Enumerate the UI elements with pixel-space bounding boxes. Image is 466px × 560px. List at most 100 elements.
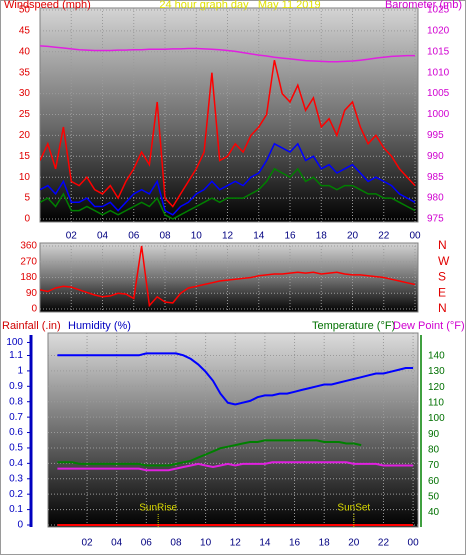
x-tick-label: 18: [319, 538, 331, 549]
y-tick-label: 0.5: [9, 443, 23, 454]
annotation: SunSet: [337, 503, 370, 514]
y-tick-label: 0.7: [9, 412, 23, 423]
climate-panel: [47, 332, 419, 528]
y2-tick-label: 50: [428, 491, 440, 502]
x-tick-label: 14: [259, 538, 271, 549]
y-tick-label: 45: [19, 26, 31, 37]
y-tick-label: 90: [26, 288, 38, 299]
compass-label: S: [438, 270, 446, 284]
y2-tick-label: 1015: [427, 46, 450, 57]
y2-tick-label: 60: [428, 476, 440, 487]
x-tick-label: 20: [347, 231, 359, 242]
series-line: [40, 60, 416, 208]
y-tick-label: 15: [19, 151, 31, 162]
y2-tick-label: 985: [427, 172, 444, 183]
y2-tick-label: 100: [428, 413, 445, 424]
y2-tick-label: 980: [427, 193, 444, 204]
y-tick-label: 180: [20, 272, 37, 283]
y-tick-label: 10: [19, 172, 31, 183]
y-tick-label: 0.8: [9, 396, 23, 407]
x-tick-label: 08: [159, 231, 171, 242]
y-tick-label: 40: [19, 46, 31, 57]
compass-label: E: [438, 285, 446, 299]
chart-title: 24 hour graph day May 11 2019: [159, 0, 320, 11]
series-line: [40, 142, 416, 216]
x-tick-label: 06: [141, 538, 153, 549]
series-line: [57, 439, 362, 467]
rain-label: Rainfall (.in): [2, 320, 61, 332]
y2-tick-label: 110: [428, 397, 444, 408]
y-tick-label: 270: [20, 256, 37, 267]
y2-axis-label: Barometer (mb): [385, 0, 462, 11]
x-tick-label: 00: [408, 538, 420, 549]
y-tick-label: 30: [19, 88, 31, 99]
y-tick-label: 0.9: [9, 381, 23, 392]
humidity-label: Humidity (%): [68, 320, 131, 332]
annotation: SunRise: [139, 503, 177, 514]
y2-tick-label: 1020: [427, 26, 450, 37]
x-tick-label: 18: [316, 231, 328, 242]
humidity-tick-label: 100: [6, 337, 23, 348]
y-tick-label: 35: [19, 67, 31, 78]
plot-area: [40, 45, 416, 220]
x-tick-label: 22: [378, 538, 390, 549]
temperature-label: Temperature (°F): [312, 320, 395, 332]
x-tick-label: 10: [200, 538, 212, 549]
y-tick-label: 0.3: [9, 473, 23, 484]
x-tick-label: 16: [284, 231, 296, 242]
y2-tick-label: 120: [428, 382, 445, 393]
x-tick-label: 20: [348, 538, 360, 549]
compass-label: N: [438, 301, 447, 315]
x-tick-label: 12: [222, 231, 234, 242]
y2-tick-label: 80: [428, 444, 440, 455]
compass-label: N: [438, 238, 447, 252]
x-tick-label: 04: [111, 538, 123, 549]
x-tick-label: 02: [66, 231, 78, 242]
y2-tick-label: 40: [428, 507, 440, 518]
y-tick-label: 1: [17, 366, 23, 377]
y-tick-label: 25: [19, 109, 31, 120]
x-tick-label: 04: [97, 231, 109, 242]
x-tick-label: 02: [81, 538, 93, 549]
x-tick-label: 10: [191, 231, 203, 242]
y-tick-label: 0.6: [9, 427, 23, 438]
x-tick-label: 14: [253, 231, 265, 242]
y-tick-label: 0.4: [9, 458, 23, 469]
y2-tick-label: 995: [427, 130, 444, 141]
plot-area: [57, 352, 414, 526]
dewpoint-label: Dew Point (°F): [393, 320, 465, 332]
series-line: [57, 352, 414, 406]
y-tick-label: 1.1: [9, 350, 23, 361]
y2-tick-label: 990: [427, 151, 444, 162]
y2-tick-label: 70: [428, 460, 440, 471]
compass-label: W: [438, 254, 450, 268]
y2-tick-label: 140: [428, 350, 445, 361]
series-line: [57, 461, 414, 472]
y2-tick-label: 1010: [427, 67, 450, 78]
y2-tick-label: 1025: [427, 5, 450, 16]
y-tick-label: 50: [19, 5, 31, 16]
y2-tick-label: 90: [428, 429, 440, 440]
y2-tick-label: 1005: [427, 88, 450, 99]
y-tick-label: 0: [17, 520, 23, 531]
x-tick-label: 16: [289, 538, 301, 549]
y2-tick-label: 1000: [427, 109, 450, 120]
y-axis-label: Windspeed (mph): [4, 0, 91, 11]
plot-area: [40, 245, 416, 308]
y2-tick-label: 975: [427, 214, 444, 225]
y-tick-label: 0: [31, 304, 37, 315]
y2-tick-label: 130: [428, 366, 445, 377]
series-line: [40, 167, 416, 220]
x-tick-label: 12: [230, 538, 242, 549]
y-tick-label: 0.1: [9, 504, 23, 515]
series-line: [40, 45, 415, 63]
series-line: [40, 245, 416, 308]
y-tick-label: 360: [20, 241, 37, 252]
x-tick-label: 06: [128, 231, 140, 242]
y-tick-label: 20: [19, 130, 31, 141]
y-tick-label: 0.2: [9, 489, 23, 500]
y-tick-label: 5: [24, 193, 30, 204]
x-tick-label: 08: [170, 538, 182, 549]
x-tick-label: 22: [378, 231, 390, 242]
